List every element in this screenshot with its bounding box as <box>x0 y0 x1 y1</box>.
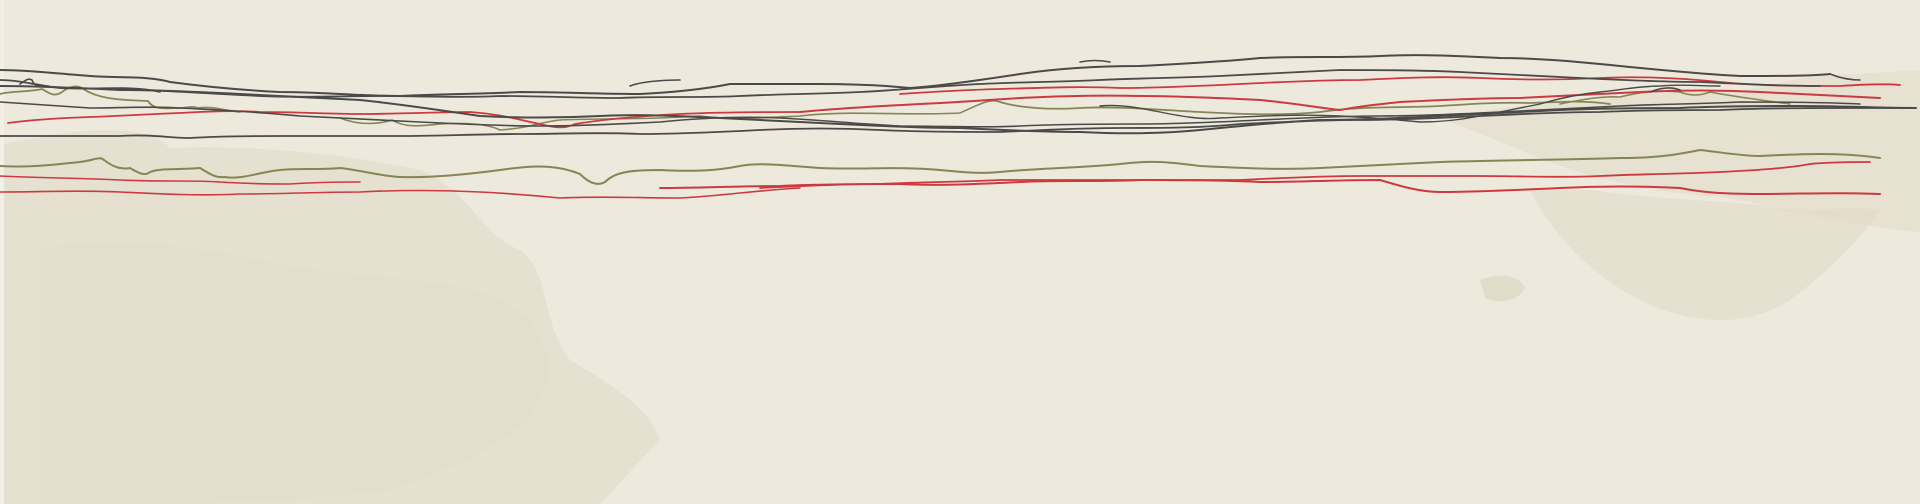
paper-stain-left-inner <box>40 242 548 504</box>
olive-stroke-5 <box>0 149 1881 185</box>
black-stroke-5 <box>0 85 1917 135</box>
olive-stroke-1 <box>0 85 241 113</box>
olive-stroke-4 <box>1559 90 1791 105</box>
red-stroke-5 <box>0 187 801 199</box>
black-stroke-4 <box>0 107 1911 139</box>
black-stroke-6 <box>1099 84 1721 123</box>
red-stroke-7 <box>759 161 1871 189</box>
paper-stains <box>0 70 1920 504</box>
black-strokes <box>0 54 1917 139</box>
black-stroke-1 <box>0 54 1831 97</box>
olive-stroke-3 <box>999 100 1611 116</box>
red-stroke-1 <box>7 110 801 129</box>
paper-stain-right-spot <box>1480 275 1525 302</box>
red-stroke-2 <box>799 89 1881 113</box>
paper-stain-right-lower <box>1530 190 1880 320</box>
paper-stain-left <box>0 130 660 504</box>
red-strokes <box>0 76 1901 199</box>
black-stroke-7 <box>19 59 1861 93</box>
red-stroke-4 <box>0 175 361 185</box>
paper-edge <box>0 0 4 504</box>
